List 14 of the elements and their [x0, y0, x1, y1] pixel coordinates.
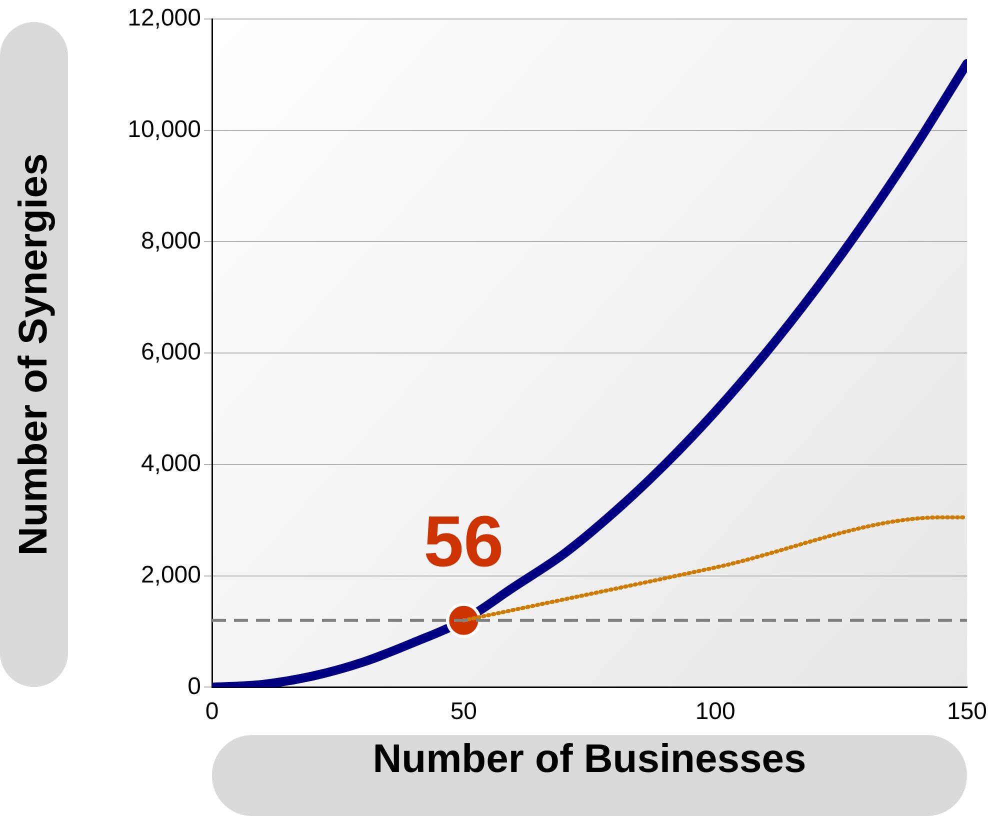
y-tick-label: 2,000 [140, 561, 201, 588]
y-tick-label: 10,000 [128, 116, 201, 143]
y-tick-label: 0 [188, 672, 201, 700]
annotation: 56 [424, 502, 504, 582]
x-tick-label: 0 [205, 698, 219, 726]
y-axis-title: Number of Synergies [12, 153, 56, 556]
y-tick-label: 12,000 [128, 4, 201, 32]
x-tick-label: 50 [450, 698, 478, 726]
x-tick-label: 100 [695, 698, 736, 726]
x-axis-title: Number of Businesses [212, 735, 967, 816]
y-tick-label: 6,000 [140, 338, 201, 366]
x-tick-label: 150 [946, 698, 988, 726]
y-tick-label: 4,000 [140, 450, 201, 478]
y-tick-label: 8,000 [140, 227, 201, 254]
